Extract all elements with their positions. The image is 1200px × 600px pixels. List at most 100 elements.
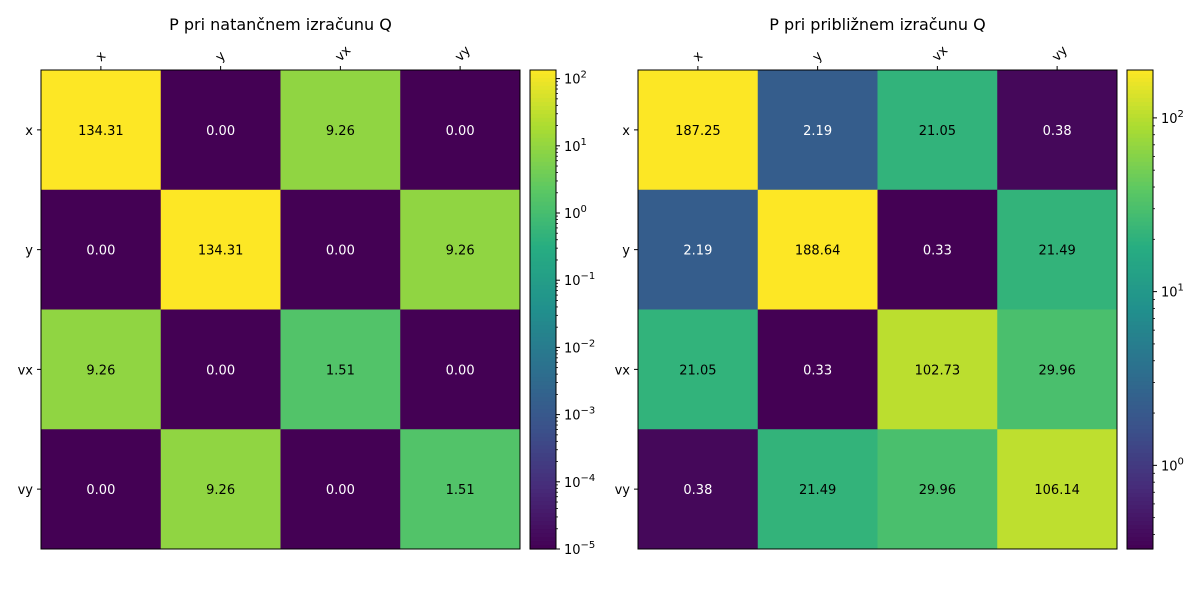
colorbar-segment [530,337,556,343]
colorbar-segment [1127,325,1153,331]
colorbar-segment [1127,373,1153,378]
colorbar-segment [530,125,556,131]
colorbar-segment [530,369,556,374]
colorbar-segment [530,121,556,127]
colorbar-tick-label: 10−3 [564,406,595,424]
chart-title: P pri približnem izračunu Q [769,15,985,34]
colorbar-segment [530,197,556,203]
colorbar-segment [530,393,556,398]
cell-label: 9.26 [446,244,475,259]
cell-label: 9.26 [86,363,115,378]
heatmap-cell [41,70,162,191]
colorbar-segment [1127,377,1153,382]
colorbar-frame [1126,69,1154,550]
colorbar-segment [1127,353,1153,358]
colorbar-segment [530,301,556,307]
colorbar-segment [1127,457,1153,462]
colorbar-frame [529,69,557,550]
colorbar-segment [530,457,556,462]
heatmap-cell [877,70,998,191]
colorbar-segment [530,289,556,295]
cell-label: 106.14 [1034,483,1080,498]
colorbar-segment [530,349,556,355]
colorbar-segment [1127,293,1153,299]
heatmap-cell [400,70,521,191]
heatmap-cell [400,309,521,430]
colorbar-segment [1127,173,1153,179]
colorbar-segment [1127,361,1153,366]
heatmap-cell [160,309,281,430]
colorbar-segment [1127,269,1153,275]
colorbar-segment [1127,277,1153,283]
heatmap-cell [877,429,998,550]
colorbar-segment [1127,73,1153,79]
axes-frame [40,69,521,550]
colorbar-segment [530,469,556,474]
y-tick-label: x [622,124,630,139]
colorbar-segment [530,105,556,111]
colorbar-segment [530,377,556,382]
colorbar-segment [530,413,556,418]
cell-label: 0.00 [326,244,355,259]
colorbar-segment [530,117,556,123]
colorbar-segment [1127,349,1153,355]
colorbar-segment [530,421,556,426]
colorbar-segment [1127,93,1153,99]
colorbar-segment [1127,365,1153,370]
y-tick-label: vy [18,483,34,498]
colorbar-segment [1127,165,1153,171]
colorbar-segment [1127,429,1153,434]
x-tick-label: x [93,49,109,65]
colorbar-segment [1127,301,1153,307]
colorbar-segment [530,221,556,227]
heatmap-cell [280,309,401,430]
x-tick-label: y [213,49,229,65]
cell-label: 21.49 [799,483,836,498]
colorbar-segment [530,277,556,283]
x-tick-label: vy [452,43,474,65]
colorbar-segment [530,533,556,538]
colorbar-segment [530,85,556,91]
heatmap-cell [160,189,281,310]
colorbar-segment [1127,125,1153,131]
colorbar-segment [1127,453,1153,458]
cell-label: 29.96 [1039,363,1076,378]
colorbar-tick-label: 101 [1161,283,1184,301]
colorbar-segment [1127,389,1153,394]
colorbar-segment [530,201,556,207]
colorbar-segment [1127,513,1153,518]
colorbar-segment [530,317,556,323]
colorbar-segment [530,273,556,279]
colorbar-segment [530,70,556,75]
colorbar-segment [530,141,556,147]
colorbar-segment [1127,201,1153,207]
colorbar-segment [1127,261,1153,267]
colorbar-segment [1127,273,1153,279]
colorbar-segment [530,305,556,311]
heatmap-cell [877,309,998,430]
colorbar-segment [530,441,556,446]
colorbar-segment [530,365,556,370]
heatmap-cell [41,189,162,310]
colorbar-segment [530,297,556,303]
colorbar-segment [530,505,556,510]
colorbar-segment [1127,177,1153,183]
colorbar-segment [1127,133,1153,139]
heatmap-cell [400,429,521,550]
colorbar-segment [1127,509,1153,514]
colorbar-segment [530,229,556,235]
colorbar-segment [530,181,556,187]
colorbar-segment [1127,369,1153,374]
colorbar-segment [530,389,556,394]
colorbar-segment [530,81,556,87]
cell-label: 0.00 [206,363,235,378]
colorbar-segment [1127,533,1153,538]
colorbar-segment [530,513,556,518]
y-tick-label: y [622,244,630,259]
colorbar-segment [530,449,556,454]
colorbar-segment [1127,517,1153,522]
colorbar-segment [1127,81,1153,87]
colorbar-segment [530,257,556,263]
colorbar-segment [1127,449,1153,454]
colorbar-segment [530,477,556,482]
